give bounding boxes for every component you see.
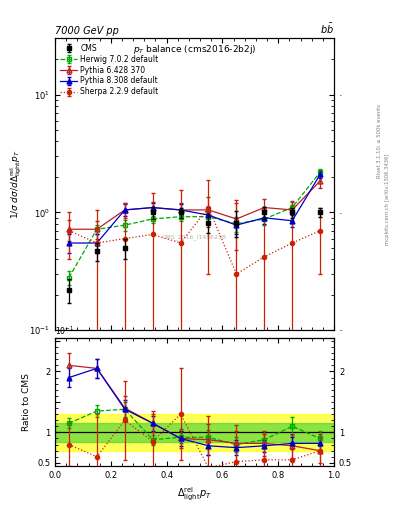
Text: Rivet 3.1.10; ≥ 500k events: Rivet 3.1.10; ≥ 500k events (377, 103, 382, 178)
Text: $10^{-1}$: $10^{-1}$ (55, 324, 74, 337)
Text: $p_T$ balance (cms2016-2b2j): $p_T$ balance (cms2016-2b2j) (133, 43, 256, 56)
Legend: CMS, Herwig 7.0.2 default, Pythia 6.428 370, Pythia 8.308 default, Sherpa 2.2.9 : CMS, Herwig 7.0.2 default, Pythia 6.428 … (59, 42, 160, 98)
Text: 7000 GeV pp: 7000 GeV pp (55, 26, 119, 36)
Y-axis label: $1/\sigma\;d\sigma/d\Delta^{\rm rel}_{{\rm light}}p_T$: $1/\sigma\;d\sigma/d\Delta^{\rm rel}_{{\… (8, 150, 24, 219)
X-axis label: $\Delta^{\rm rel}_{{\rm light}}p_T$: $\Delta^{\rm rel}_{{\rm light}}p_T$ (177, 485, 212, 503)
Text: mcplots.cern.ch [arXiv:1306.3436]: mcplots.cern.ch [arXiv:1306.3436] (385, 153, 389, 245)
Text: CMS_2016_I1486238: CMS_2016_I1486238 (162, 234, 227, 240)
Bar (55, 414, 334, 451)
Bar (55, 423, 334, 441)
Text: $b\bar{b}$: $b\bar{b}$ (320, 22, 334, 36)
Y-axis label: Ratio to CMS: Ratio to CMS (22, 373, 31, 431)
